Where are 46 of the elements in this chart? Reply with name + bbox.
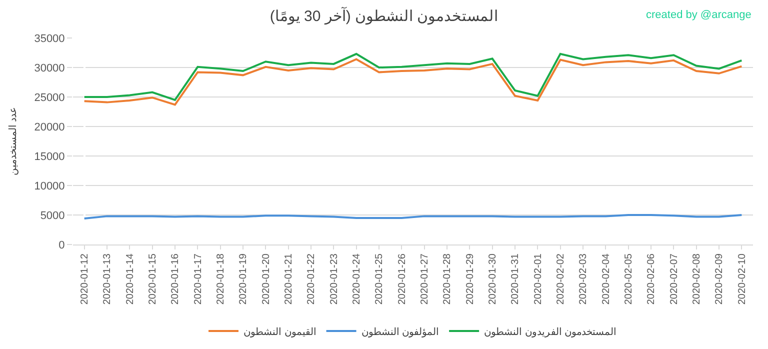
x-tick-label: 2020-01-31: [510, 253, 522, 305]
x-tick-label: 2020-02-05: [624, 253, 635, 305]
y-tick-label: 0: [58, 239, 65, 252]
x-tick-label: 2020-01-21: [284, 253, 295, 305]
x-tick-label: 2020-02-01: [532, 253, 544, 305]
x-tick-label: 2020-01-27: [420, 253, 431, 305]
y-tick-label: 10000: [34, 180, 65, 192]
y-tick-label: 30000: [34, 62, 65, 74]
y-tick-label: 20000: [34, 121, 65, 134]
legend-label: المؤلفون النشطون: [361, 326, 440, 338]
legend-label: القيمون النشطون: [244, 326, 316, 338]
x-tick-label: 2020-01-13: [102, 253, 114, 305]
x-tick-label: 2020-01-17: [192, 253, 204, 305]
y-tick-label: 35000: [34, 32, 65, 45]
x-tick-label: 2020-02-10: [736, 253, 748, 305]
x-tick-label: 2020-02-06: [646, 253, 658, 305]
x-tick-label: 2020-02-04: [600, 253, 612, 305]
x-tick-label: 2020-02-08: [692, 253, 703, 305]
x-tick-label: 2020-01-30: [488, 253, 499, 305]
line-series: [83, 52, 743, 101]
line-series: [83, 58, 743, 106]
x-tick-label: 2020-01-15: [148, 253, 159, 305]
y-axis-title: عدد المستخدمين: [8, 106, 20, 176]
x-tick-label: 2020-01-24: [352, 253, 363, 305]
x-tick-label: 2020-01-16: [170, 253, 182, 305]
x-tick-label: 2020-02-02: [556, 253, 567, 305]
chart-title: المستخدمون النشطون (آخر 30 يومًا): [270, 6, 498, 25]
x-tick-label: 2020-01-25: [374, 253, 386, 305]
x-tick-label: 2020-01-23: [328, 253, 340, 305]
x-tick-label: 2020-02-09: [714, 253, 726, 305]
x-tick-label: 2020-01-28: [442, 253, 454, 305]
y-tick-label: 25000: [34, 92, 65, 104]
text: created by @arcange: [646, 9, 752, 21]
x-tick-label: 2020-01-12: [80, 253, 91, 305]
y-tick-label: 5000: [40, 210, 65, 222]
x-tick-label: 2020-01-14: [124, 253, 136, 305]
legend-label: المستخدمون الفريدون النشطون: [484, 326, 617, 338]
x-tick-label: 2020-01-22: [306, 253, 318, 305]
x-tick-label: 2020-01-29: [464, 253, 476, 305]
x-tick-label: 2020-02-07: [668, 253, 680, 305]
x-tick-label: 2020-01-20: [260, 253, 272, 305]
x-tick-label: 2020-01-26: [396, 253, 408, 305]
x-tick-label: 2020-01-19: [238, 253, 250, 305]
x-tick-label: 2020-01-18: [216, 253, 227, 305]
x-tick-label: 2020-02-03: [578, 253, 590, 305]
y-tick-label: 15000: [34, 150, 65, 163]
